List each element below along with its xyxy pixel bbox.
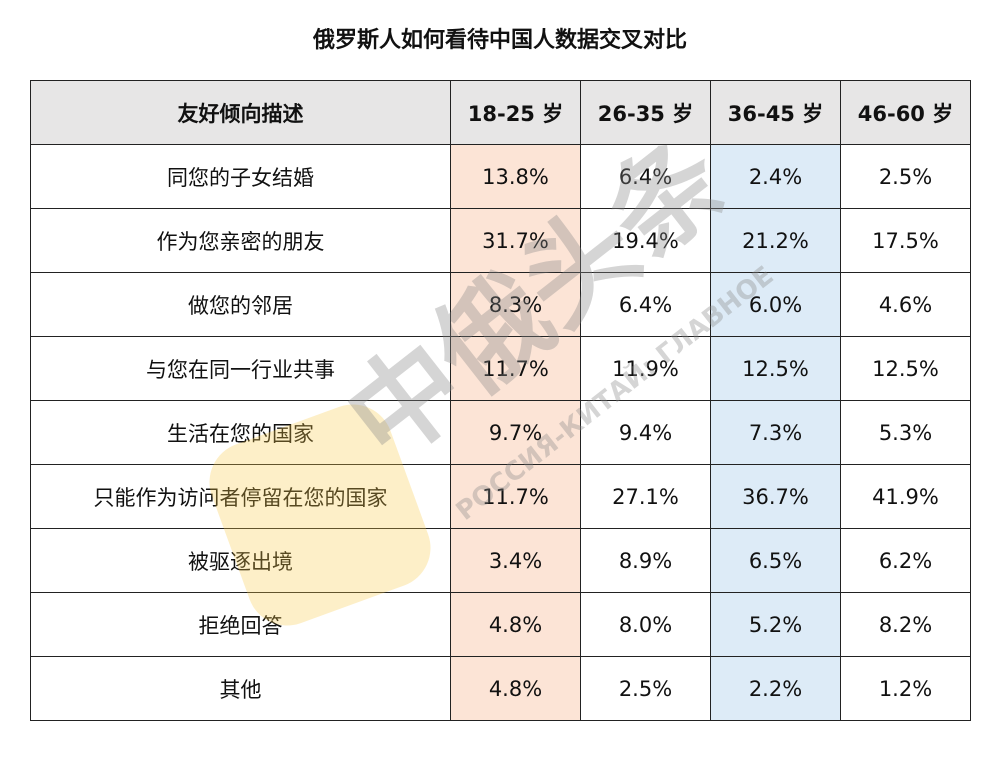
value-cell: 2.5% [840,144,971,209]
value-cell: 41.9% [840,464,971,529]
header-row: 友好倾向描述 18-25 岁 26-35 岁 36-45 岁 46-60 岁 [30,80,971,145]
value-cell: 12.5% [840,336,971,401]
value-cell: 11.9% [580,336,711,401]
row-label: 与您在同一行业共事 [30,336,451,401]
value-cell: 17.5% [840,208,971,273]
header-cell: 26-35 岁 [580,80,711,145]
value-cell: 2.5% [580,656,711,721]
data-table: 友好倾向描述 18-25 岁 26-35 岁 36-45 岁 46-60 岁 同您的子女… [30,80,971,721]
row-label: 生活在您的国家 [30,400,451,465]
table-row: 作为您亲密的朋友 31.7% 19.4% 21.2% 17.5% [30,208,971,273]
table-row: 同您的子女结婚 13.8% 6.4% 2.4% 2.5% [30,144,971,209]
value-cell: 8.9% [580,528,711,593]
value-cell: 8.3% [450,272,581,337]
value-cell: 2.2% [710,656,841,721]
table-row: 只能作为访问者停留在您的国家 11.7% 27.1% 36.7% 41.9% [30,464,971,529]
value-cell: 5.2% [710,592,841,657]
row-label: 作为您亲密的朋友 [30,208,451,273]
row-label: 被驱逐出境 [30,528,451,593]
value-cell: 2.4% [710,144,841,209]
value-cell: 21.2% [710,208,841,273]
header-cell: 36-45 岁 [710,80,841,145]
value-cell: 13.8% [450,144,581,209]
row-label: 同您的子女结婚 [30,144,451,209]
value-cell: 4.8% [450,656,581,721]
table-body: 同您的子女结婚 13.8% 6.4% 2.4% 2.5% 作为您亲密的朋友 31.7% 19.… [30,144,971,721]
value-cell: 8.0% [580,592,711,657]
value-cell: 11.7% [450,336,581,401]
header-cell: 46-60 岁 [840,80,971,145]
row-label: 拒绝回答 [30,592,451,657]
row-label: 其他 [30,656,451,721]
value-cell: 3.4% [450,528,581,593]
table-row: 拒绝回答 4.8% 8.0% 5.2% 8.2% [30,592,971,657]
value-cell: 11.7% [450,464,581,529]
value-cell: 6.4% [580,272,711,337]
header-cell: 友好倾向描述 [30,80,451,145]
value-cell: 6.4% [580,144,711,209]
value-cell: 36.7% [710,464,841,529]
table-row: 生活在您的国家 9.7% 9.4% 7.3% 5.3% [30,400,971,465]
row-label: 做您的邻居 [30,272,451,337]
value-cell: 19.4% [580,208,711,273]
table-row: 与您在同一行业共事 11.7% 11.9% 12.5% 12.5% [30,336,971,401]
value-cell: 8.2% [840,592,971,657]
row-label: 只能作为访问者停留在您的国家 [30,464,451,529]
value-cell: 1.2% [840,656,971,721]
table-row: 被驱逐出境 3.4% 8.9% 6.5% 6.2% [30,528,971,593]
value-cell: 6.0% [710,272,841,337]
value-cell: 6.5% [710,528,841,593]
value-cell: 9.4% [580,400,711,465]
value-cell: 27.1% [580,464,711,529]
value-cell: 4.8% [450,592,581,657]
value-cell: 7.3% [710,400,841,465]
header-cell: 18-25 岁 [450,80,581,145]
value-cell: 6.2% [840,528,971,593]
value-cell: 5.3% [840,400,971,465]
title: 俄罗斯人如何看待中国人数据交叉对比 [312,28,687,53]
value-cell: 31.7% [450,208,581,273]
table-row: 其他 4.8% 2.5% 2.2% 1.2% [30,656,971,721]
value-cell: 9.7% [450,400,581,465]
value-cell: 12.5% [710,336,841,401]
table-row: 做您的邻居 8.3% 6.4% 6.0% 4.6% [30,272,971,337]
value-cell: 4.6% [840,272,971,337]
